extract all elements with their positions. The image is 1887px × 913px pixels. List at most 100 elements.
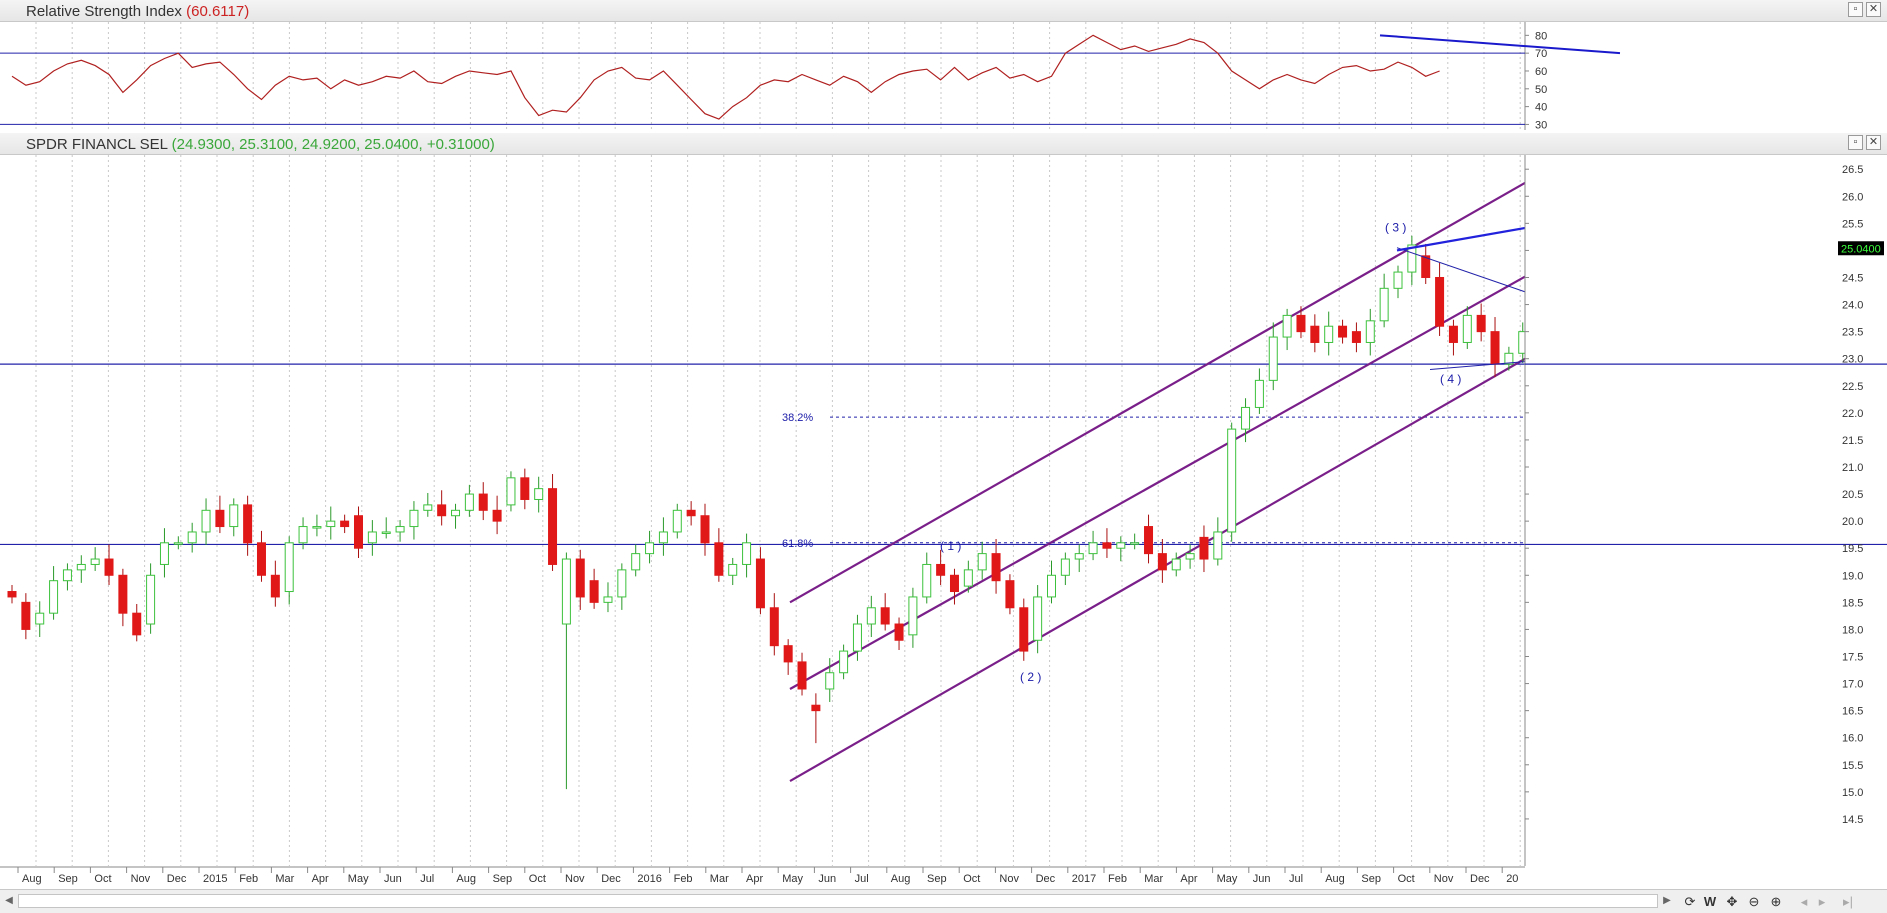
candle-body: [1351, 331, 1361, 343]
x-tick-label: Mar: [1144, 873, 1163, 885]
rsi-chart[interactable]: 80 70 60 50 40 30: [0, 22, 1887, 130]
x-tick-label: 2015: [203, 873, 227, 885]
rsi-value: (60.6117): [186, 3, 250, 20]
candle-body: [908, 596, 918, 636]
rsi-tick-label: 70: [1535, 48, 1547, 60]
zoom-in-icon[interactable]: ⊕: [1770, 894, 1782, 909]
candle-body: [284, 542, 294, 593]
candle-body: [894, 623, 904, 641]
price-tick-label: 20.0: [1842, 516, 1863, 528]
candle-body: [1130, 542, 1140, 545]
candle-body: [1144, 526, 1154, 555]
candle-body: [1504, 352, 1514, 365]
interval-button[interactable]: W: [1703, 894, 1717, 909]
candle-body: [132, 612, 142, 636]
end-icon[interactable]: ▸|: [1843, 894, 1853, 909]
candle-body: [1268, 336, 1278, 381]
rsi-pane-title: Relative Strength Index (60.6117): [26, 3, 249, 20]
refresh-icon[interactable]: ⟳: [1684, 894, 1696, 909]
candle-body: [1102, 542, 1112, 549]
x-tick-label: Dec: [1470, 873, 1490, 885]
rsi-restore-button[interactable]: ▫: [1848, 2, 1863, 17]
zoom-out-icon[interactable]: ⊖: [1748, 894, 1760, 909]
candle-body: [1005, 580, 1015, 609]
x-tick-label: Jul: [1289, 873, 1303, 885]
candle-body: [672, 509, 682, 533]
price-restore-button[interactable]: ▫: [1848, 135, 1863, 150]
x-tick-label: Dec: [1036, 873, 1056, 885]
x-tick-label: Feb: [1108, 873, 1127, 885]
x-tick-label: May: [1217, 873, 1238, 885]
candle-body: [256, 542, 266, 576]
price-tick-label: 20.5: [1842, 489, 1863, 501]
scroll-left-icon[interactable]: ◀: [5, 895, 13, 906]
fib-618-label: 61.8%: [782, 538, 813, 550]
move-icon[interactable]: ✥: [1726, 894, 1738, 909]
page-back-icon[interactable]: ◂: [1800, 894, 1808, 909]
candle-body: [1227, 428, 1237, 533]
x-tick-label: Feb: [239, 873, 258, 885]
candle-body: [1365, 320, 1375, 343]
candle-body: [201, 509, 211, 533]
candle-body: [1213, 531, 1223, 560]
candle-body: [797, 661, 807, 690]
candle-body: [534, 488, 544, 500]
x-tick-label: Oct: [1398, 873, 1415, 885]
channel-middle: [789, 222, 1621, 690]
candle-body: [1171, 558, 1181, 571]
price-pane-title: SPDR FINANCL SEL (24.9300, 25.3100, 24.9…: [26, 136, 495, 153]
candle-body: [1462, 314, 1472, 343]
candle-body: [326, 520, 336, 528]
candle-body: [783, 645, 793, 663]
price-tick-label: 24.5: [1842, 272, 1863, 284]
candle-body: [991, 553, 1001, 582]
last-price-tag: [1838, 241, 1884, 256]
price-chart[interactable]: ( 1 )( 2 )( 3 )( 4 )5LLAVE DE REVERSIONS…: [0, 155, 1887, 866]
x-tick-label: Nov: [565, 873, 585, 885]
price-ohlc: (24.9300, 25.3100, 24.9200, 25.0400, +0.…: [171, 136, 495, 153]
x-axis: Aug Sep Oct Nov Dec 2015 Feb Mar Apr May Jun Jul Aug…: [0, 866, 1525, 885]
horizontal-scrollbar[interactable]: [18, 894, 1658, 908]
candle-body: [478, 493, 488, 511]
candle-body: [880, 607, 890, 625]
x-tick-label: Oct: [529, 873, 546, 885]
candle-body: [755, 558, 765, 609]
candle-body: [658, 531, 668, 544]
page-forward-icon[interactable]: ▸: [1818, 894, 1826, 909]
candle-body: [1421, 255, 1431, 278]
price-tick-label: 25.5: [1842, 218, 1863, 230]
scroll-right-icon[interactable]: ▶: [1663, 895, 1671, 906]
price-tick-label: 26.5: [1842, 164, 1863, 176]
fib-382-label: 38.2%: [782, 412, 813, 424]
candle-body: [936, 563, 946, 576]
price-close-button[interactable]: ✕: [1866, 135, 1881, 150]
candle-body: [35, 612, 45, 625]
candle-body: [451, 509, 461, 517]
candle-body: [1116, 542, 1126, 549]
candle-body: [506, 477, 516, 506]
candle-body: [631, 553, 641, 571]
x-tick-label: Mar: [275, 873, 294, 885]
candle-body: [270, 574, 280, 598]
candle-body: [146, 574, 156, 625]
candle-body: [367, 531, 377, 544]
x-tick-label: Aug: [1325, 873, 1345, 885]
candle-body: [575, 558, 585, 598]
last-price-text: 25.0400: [1841, 243, 1881, 255]
rsi-close-button[interactable]: ✕: [1866, 2, 1881, 17]
rsi-title: Relative Strength Index: [26, 3, 182, 20]
candle-body: [1199, 536, 1209, 560]
candle-body: [492, 509, 502, 522]
rsi-tick-label: 80: [1535, 30, 1547, 42]
candle-body: [949, 574, 959, 593]
candle-body: [852, 623, 862, 652]
price-tick-label: 21.5: [1842, 435, 1863, 447]
candle-body: [298, 526, 308, 544]
candle-body: [1088, 542, 1098, 555]
candle-body: [1296, 314, 1306, 333]
rsi-axis-area: [1525, 22, 1887, 130]
rsi-line: [11, 34, 1440, 120]
price-tick-label: 16.5: [1842, 706, 1863, 718]
x-tick-label: Aug: [891, 873, 911, 885]
x-tick-label: Jun: [818, 873, 836, 885]
